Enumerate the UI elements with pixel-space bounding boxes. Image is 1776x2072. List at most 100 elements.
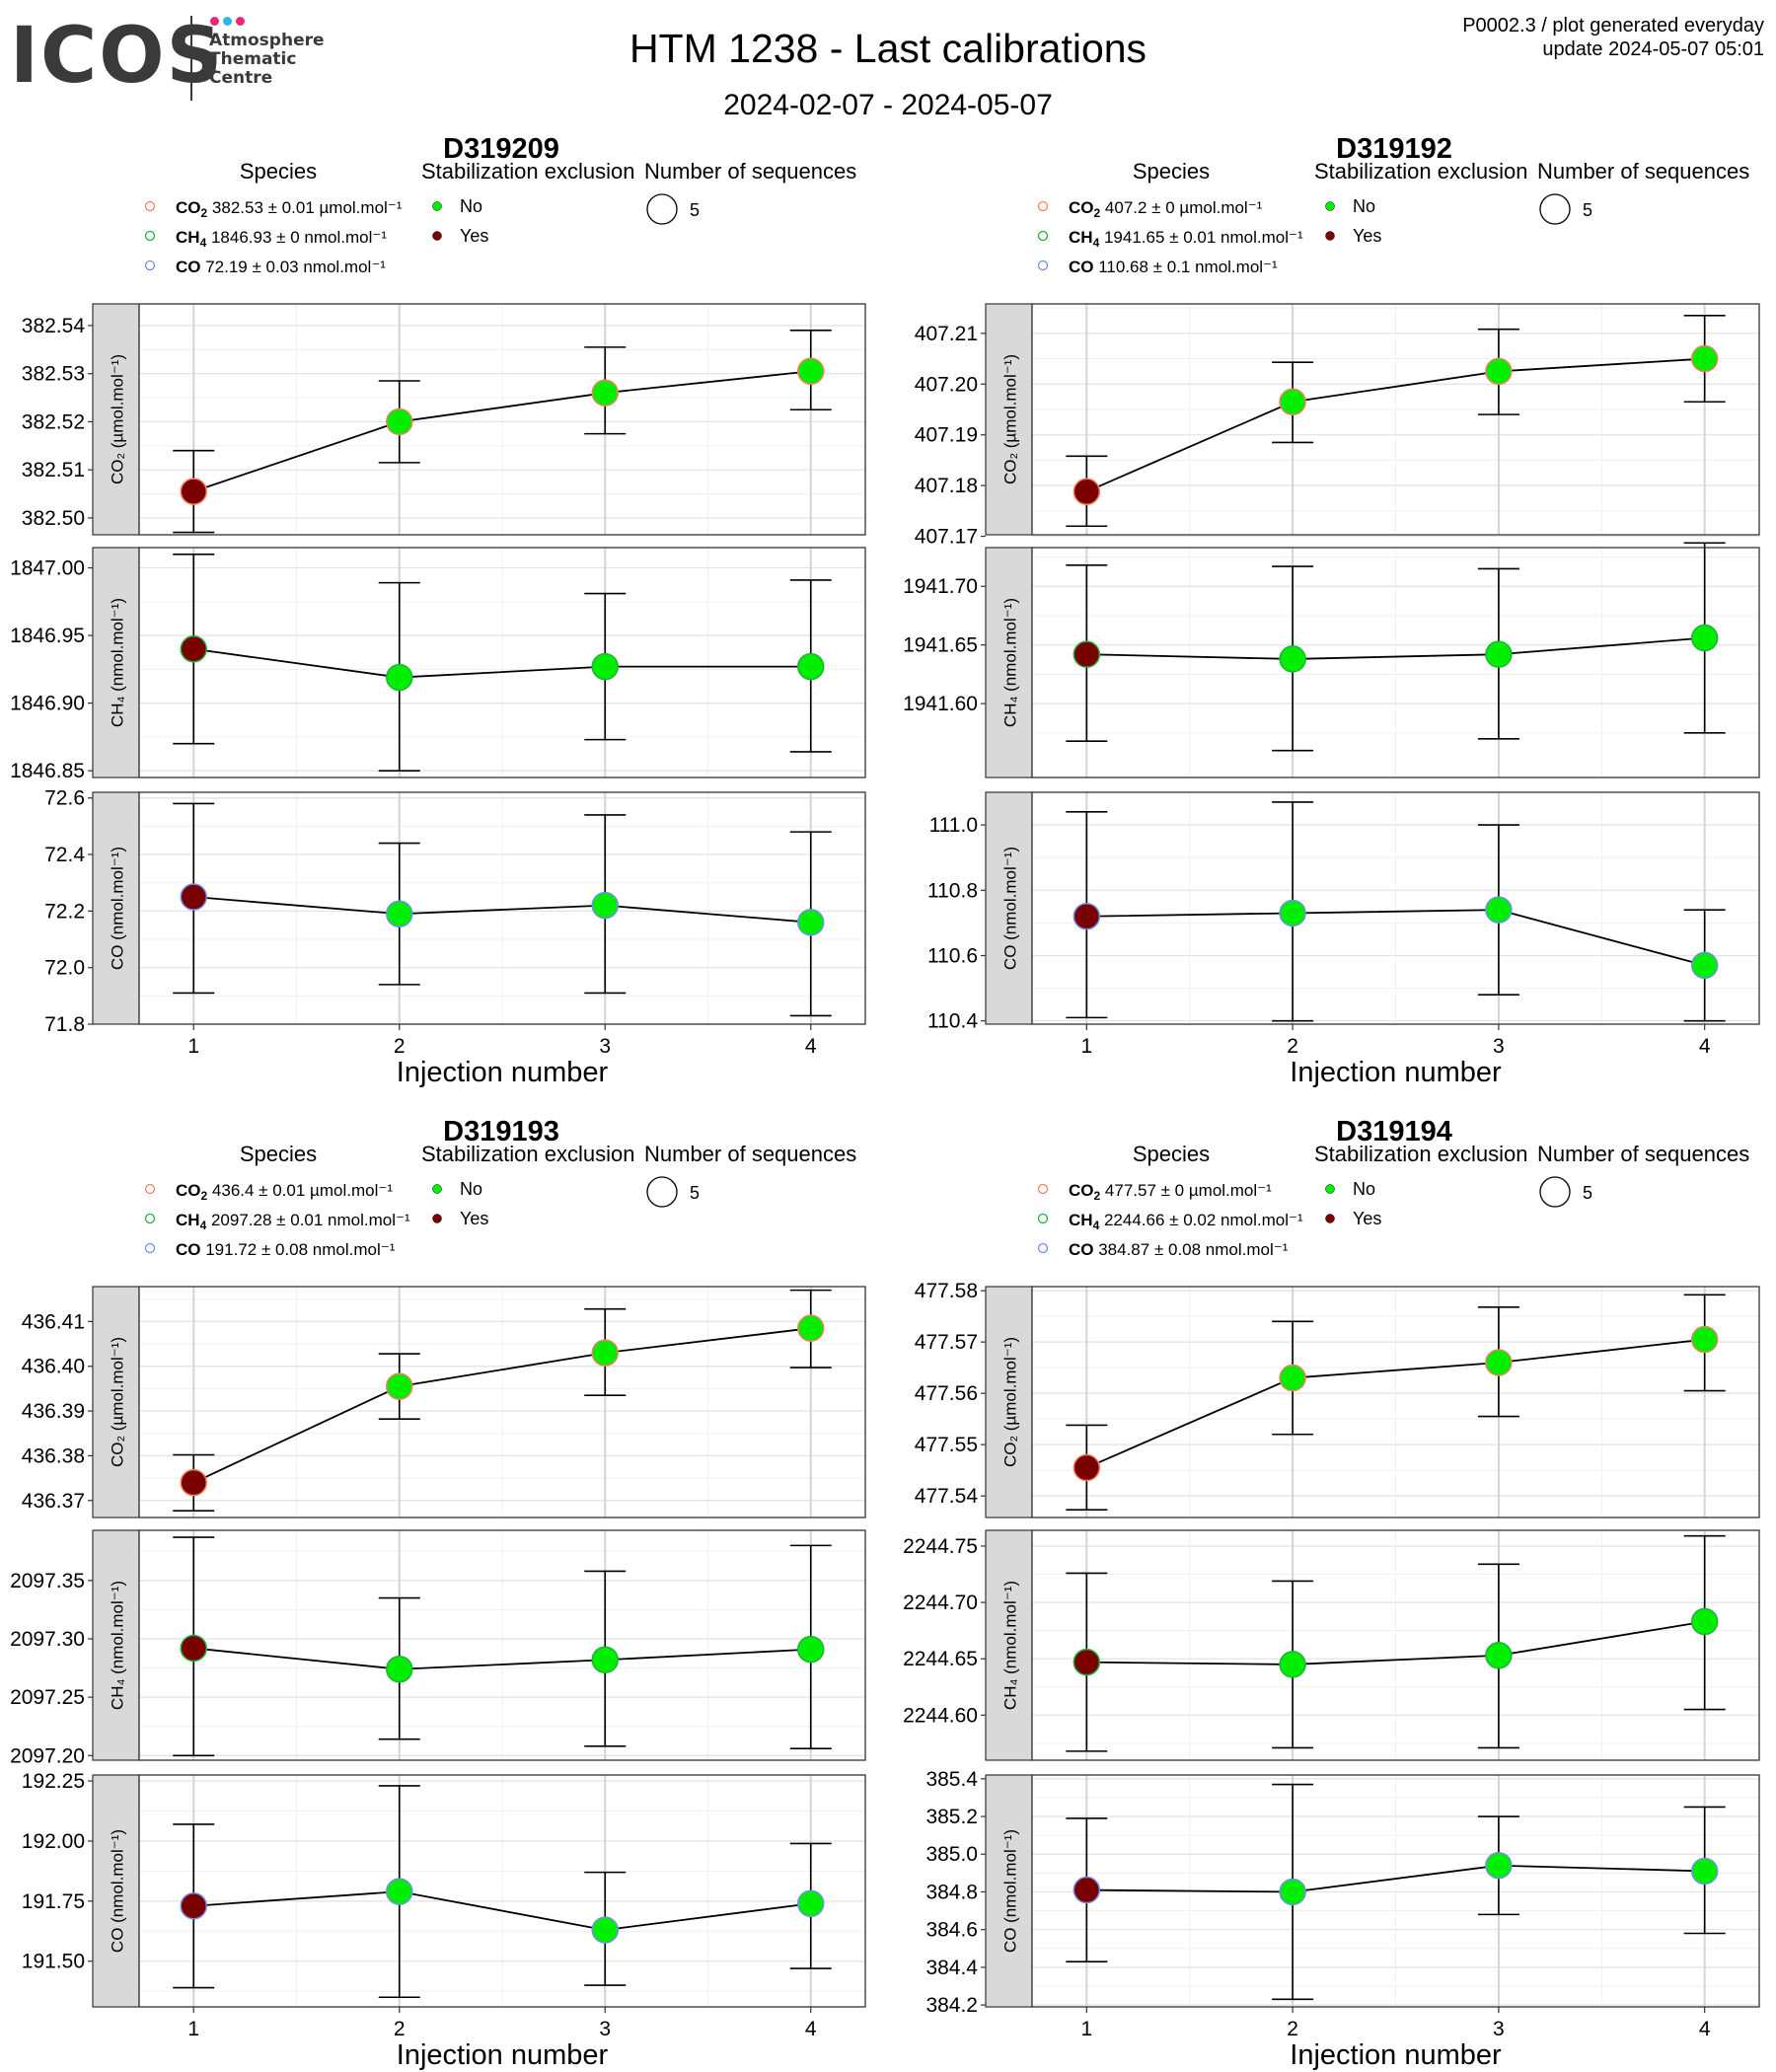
logo-divider: [190, 16, 192, 101]
data-point: [1073, 903, 1101, 930]
y-tick-label: 477.56: [915, 1382, 978, 1405]
legend-marker-ch4: [1037, 230, 1049, 242]
data-point: [1690, 1325, 1719, 1354]
chart-d319209: D319209 Species Stabilization exclusion Num…: [10, 133, 866, 1088]
x-tick-label: 1: [1080, 2018, 1092, 2040]
x-tick-label: 4: [1699, 1035, 1711, 1058]
y-tick-label: 2097.20: [10, 1744, 85, 1767]
y-tick-label: 477.57: [915, 1331, 978, 1354]
data-point: [1279, 1364, 1306, 1392]
y-tick-label: 1846.85: [10, 760, 85, 782]
data-point: [1690, 951, 1719, 980]
x-tick-label: 3: [599, 2018, 611, 2040]
y-tick-label: 72.2: [44, 900, 85, 923]
x-tick-label: 2: [1287, 1035, 1298, 1058]
panel-strip: [985, 547, 1033, 778]
logo-line-2: Thematic: [209, 49, 297, 69]
data-point: [796, 1314, 825, 1342]
y-tick-label: 382.54: [22, 315, 86, 337]
legend-entry-co2: CO2 477.57 ± 0 µmol.mol⁻¹: [1069, 1181, 1272, 1203]
legend-entry-co2: CO2 382.53 ± 0.01 µmol.mol⁻¹: [176, 198, 403, 220]
calibration-charts: D319209 Species Stabilization exclusion Num…: [10, 133, 1760, 2071]
legend-marker-co: [144, 1242, 156, 1254]
icos-logo: ICOS: [10, 12, 224, 101]
y-tick-label: 477.55: [915, 1434, 978, 1456]
data-point: [591, 1916, 619, 1944]
y-tick-label: 72.0: [44, 957, 85, 980]
legend-marker-ch4: [144, 230, 156, 242]
legend-entry-co: CO 384.87 ± 0.08 nmol.mol⁻¹: [1069, 1240, 1289, 1259]
panel-strip: [92, 791, 140, 1025]
chart-d319194: D319194 Species Stabilization exclusion Num…: [903, 1116, 1760, 2071]
plot-frame: [1031, 303, 1760, 536]
data-point: [796, 909, 825, 936]
legend-marker-sequences: [646, 193, 678, 225]
legend-marker-co2: [1037, 200, 1049, 212]
plot-frame: [1031, 547, 1760, 778]
panel-ch4: CH₄ (nmol.mol⁻¹) 2097.20 2097.25 2097.30 209…: [10, 1529, 866, 1767]
panel-strip: [985, 1774, 1033, 2008]
legend-label-sequences: 5: [690, 1183, 700, 1203]
x-tick-label: 2: [394, 1035, 406, 1058]
legend-label-sequences: 5: [1583, 200, 1592, 220]
data-point: [386, 900, 413, 927]
y-tick-label: 110.8: [927, 879, 978, 902]
logo-line-1: Atmosphere: [209, 31, 325, 50]
y-tick-label: 436.41: [22, 1310, 85, 1333]
y-tick-label: 384.2: [925, 1994, 978, 2017]
legend-marker-no: [432, 201, 442, 211]
legend-entry-ch4: CH4 1941.65 ± 0.01 nmol.mol⁻¹: [1069, 228, 1303, 250]
x-axis-label: Injection number: [1290, 1057, 1502, 1088]
y-tick-label: 110.6: [927, 944, 978, 967]
panel-co: CO (nmol.mol⁻¹) 71.8 72.0 72.2 72.4 72.6 1 2 3 4 I…: [44, 787, 866, 1088]
x-tick-label: 1: [187, 2018, 199, 2040]
logo-dot-2: [223, 17, 232, 26]
legend-marker-ch4: [144, 1213, 156, 1224]
legend-marker-co: [1037, 259, 1049, 271]
legend-label-no: No: [1353, 1179, 1375, 1199]
y-tick-label: 1847.00: [10, 557, 85, 580]
legend-marker-no: [432, 1184, 442, 1194]
legend-title-species: Species: [240, 1142, 317, 1166]
logo-line-3: Centre: [209, 68, 273, 88]
y-tick-label: 407.18: [915, 475, 978, 497]
legend-label-yes: Yes: [460, 226, 488, 246]
data-point: [1279, 1878, 1306, 1906]
y-tick-label: 385.0: [925, 1843, 978, 1866]
panel-ylabel: CO₂ (µmol.mol⁻¹): [109, 1337, 127, 1467]
legend-entry-ch4: CH4 2097.28 ± 0.01 nmol.mol⁻¹: [176, 1211, 410, 1232]
y-tick-label: 72.4: [44, 844, 85, 866]
chart-title: D319209: [443, 133, 559, 165]
x-tick-label: 1: [187, 1035, 199, 1058]
data-point: [1485, 1349, 1513, 1376]
series-line: [1086, 636, 1705, 660]
series-line: [193, 1890, 811, 1931]
legend-entry-ch4: CH4 1846.93 ± 0 nmol.mol⁻¹: [176, 228, 387, 250]
y-tick-label: 384.6: [925, 1919, 978, 1942]
legend-label-yes: Yes: [1353, 226, 1381, 246]
x-tick-label: 4: [805, 2018, 817, 2040]
data-point: [591, 652, 619, 681]
legend-title-stabilization: Stabilization exclusion: [421, 159, 634, 184]
data-point: [796, 1635, 825, 1664]
panel-strip: [92, 547, 140, 778]
legend-marker-co: [1037, 1242, 1049, 1254]
legend-title-sequences: Number of sequences: [644, 1142, 856, 1166]
panel-ylabel: CO (nmol.mol⁻¹): [1001, 1829, 1020, 1953]
data-point: [180, 1468, 208, 1497]
data-point: [180, 1891, 208, 1920]
y-tick-label: 2244.60: [903, 1704, 978, 1727]
y-tick-label: 407.19: [915, 424, 978, 447]
logo-dot-3: [236, 17, 245, 26]
panel-co2: CO₂ (µmol.mol⁻¹) 382.50 382.51 382.52 382.53…: [22, 303, 866, 536]
y-tick-label: 477.54: [915, 1485, 979, 1508]
chart-title: D319194: [1336, 1116, 1452, 1147]
y-tick-label: 2097.30: [10, 1628, 85, 1651]
info-line-2: update 2024-05-07 05:01: [1542, 38, 1764, 60]
y-tick-label: 192.00: [22, 1830, 85, 1853]
legend-marker-no: [1325, 1184, 1335, 1194]
x-axis-label: Injection number: [397, 2039, 609, 2071]
panel-ylabel: CH₄ (nmol.mol⁻¹): [1001, 1581, 1020, 1710]
legend-title-sequences: Number of sequences: [644, 159, 856, 184]
plot-frame: [138, 547, 866, 778]
